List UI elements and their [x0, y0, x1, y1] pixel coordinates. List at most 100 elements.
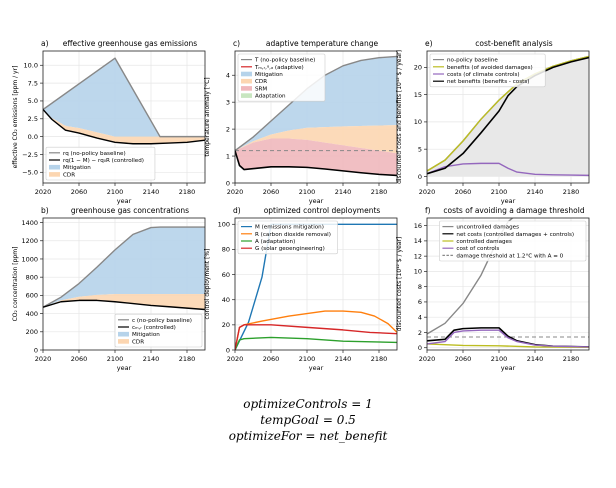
y-tick-label: 0 [226, 346, 230, 354]
x-tick-label: 2060 [455, 355, 472, 363]
legend-label: CDR [255, 79, 267, 85]
panel-label: b) [41, 206, 49, 215]
y-tick-label: 3 [226, 98, 230, 106]
x-tick-label: 2060 [263, 355, 280, 363]
x-tick-label: 2060 [263, 188, 280, 196]
x-tick-label: 2100 [107, 355, 124, 363]
legend-label: cost of controls [456, 246, 499, 252]
panel-f: 2020 2060 2100 2140 2180 0 2 4 6 8 10 12 14 16 year dis… [396, 206, 590, 372]
band-mitigation [235, 56, 397, 151]
legend-label: net costs (controlled damages + controls… [456, 232, 574, 238]
x-tick-label: 2180 [371, 355, 388, 363]
legend-swatch [118, 331, 130, 337]
x-tick-label: 2180 [179, 188, 196, 196]
y-tick-label: 1400 [21, 219, 38, 227]
panel-title: costs of avoiding a damage threshold [443, 206, 584, 215]
legend-box [45, 146, 156, 181]
legend-box [237, 53, 326, 102]
legend-swatch [118, 339, 130, 344]
legend-label: Tₘ,ᵣ,ᵍ,ₐ (adaptive) [254, 65, 304, 71]
series-line [427, 343, 589, 349]
legend-label: costs (of climate controls) [447, 72, 520, 78]
legend-swatch [49, 172, 60, 177]
y-tick-label: 14 [414, 237, 422, 245]
plot-frame [234, 50, 398, 184]
legend-swatch [241, 78, 252, 84]
legend-label: damage threshold at 1.2°C with A = 0 [456, 253, 563, 259]
y-tick-label: 16 [414, 222, 422, 230]
x-tick-label: 2020 [35, 355, 52, 363]
y-tick-label: 1200 [21, 237, 38, 245]
x-tick-label: 2020 [227, 188, 244, 196]
legend-label: net benefits (benefits - costs) [447, 79, 529, 85]
panel-label: e) [425, 39, 433, 48]
y-tick-label: 5.0 [28, 97, 38, 105]
x-tick-label: 2100 [491, 355, 508, 363]
x-axis-label: year [117, 364, 132, 372]
y-tick-label: 7.5 [28, 79, 38, 87]
x-tick-label: 2140 [527, 355, 544, 363]
legend: M (emissions mitigation)R (carbon dioxid… [237, 220, 338, 255]
legend-label: T (no-policy baseline) [254, 58, 315, 64]
legend-label: SRM [255, 86, 267, 92]
x-tick-label: 2140 [143, 188, 160, 196]
legend-swatch [49, 164, 60, 170]
y-tick-label: 4 [418, 313, 422, 321]
panel-c: 2020 2060 2100 2140 2180 0 1 2 3 4 year temperature… [204, 39, 398, 205]
legend-label: Mitigation [255, 72, 283, 78]
y-tick-label: 0 [418, 173, 422, 181]
legend-box [114, 313, 203, 348]
x-tick-label: 2100 [299, 355, 316, 363]
x-axis-label: year [501, 364, 516, 372]
plot-content [43, 57, 205, 145]
legend: c (no-policy baseline)cₘ,ᵣ (controlled)M… [114, 313, 203, 348]
panel-label: a) [41, 39, 49, 48]
series-line [235, 150, 397, 177]
legend-label: controlled damages [456, 239, 512, 245]
shaded-region [427, 56, 589, 177]
caption-temp-goal: tempGoal = 0.5 [260, 413, 356, 427]
x-tick-label: 2180 [563, 188, 580, 196]
panel-a: 2020 2060 2100 2140 2180 −5.0 −2.5 0.0 2.5 5.0 7.5… [12, 39, 206, 205]
panel-title: effective greenhouse gas emissions [63, 39, 198, 48]
series-line [427, 55, 589, 172]
legend: rq (no-policy baseline)rq(1 − M) − rq₀R … [45, 146, 156, 181]
panel-title: optimized control deployments [264, 206, 381, 215]
legend-label: CDR [132, 339, 144, 345]
band-cdr [43, 109, 205, 144]
y-tick-label: 2 [226, 125, 230, 133]
x-tick-label: 2100 [299, 188, 316, 196]
y-tick-label: 0.0 [28, 133, 38, 141]
legend-swatch [241, 93, 252, 98]
legend-swatch [241, 71, 252, 77]
plot-content [235, 223, 397, 350]
y-tick-label: −5.0 [22, 169, 38, 177]
x-tick-label: 2140 [527, 188, 544, 196]
legend-label: Mitigation [63, 165, 91, 171]
y-tick-label: 10.0 [24, 62, 38, 70]
legend-label: CDR [63, 172, 75, 178]
x-tick-label: 2100 [491, 188, 508, 196]
y-tick-label: 0 [34, 346, 38, 354]
legend-label: no-policy baseline [447, 58, 498, 64]
caption-optimize-for: optimizeFor = net_benefit [228, 429, 388, 443]
series-line [43, 57, 205, 138]
panel-label: c) [233, 39, 240, 48]
legend-label: A (adaptation) [255, 239, 295, 245]
y-axis-label: discounted costs and benefits [10¹² $ / … [396, 50, 403, 184]
y-tick-label: 6 [418, 298, 422, 306]
legend-label: G (solar geoengineering) [255, 246, 325, 252]
x-axis-label: year [117, 197, 132, 205]
y-tick-label: 5 [418, 145, 422, 153]
legend-label: M (emissions mitigation) [255, 225, 324, 231]
y-tick-label: 10 [414, 118, 422, 126]
caption-optimize-controls: optimizeControls = 1 [243, 397, 373, 411]
legend-label: R (carbon dioxide removal) [255, 232, 331, 238]
legend-label: benefits (of avoided damages) [447, 65, 533, 71]
y-tick-label: 4 [226, 72, 230, 80]
y-axis-label: control deployment [%] [204, 249, 211, 320]
y-tick-label: 400 [26, 310, 38, 318]
y-tick-label: 2 [418, 329, 422, 337]
legend-label: Mitigation [132, 332, 160, 338]
